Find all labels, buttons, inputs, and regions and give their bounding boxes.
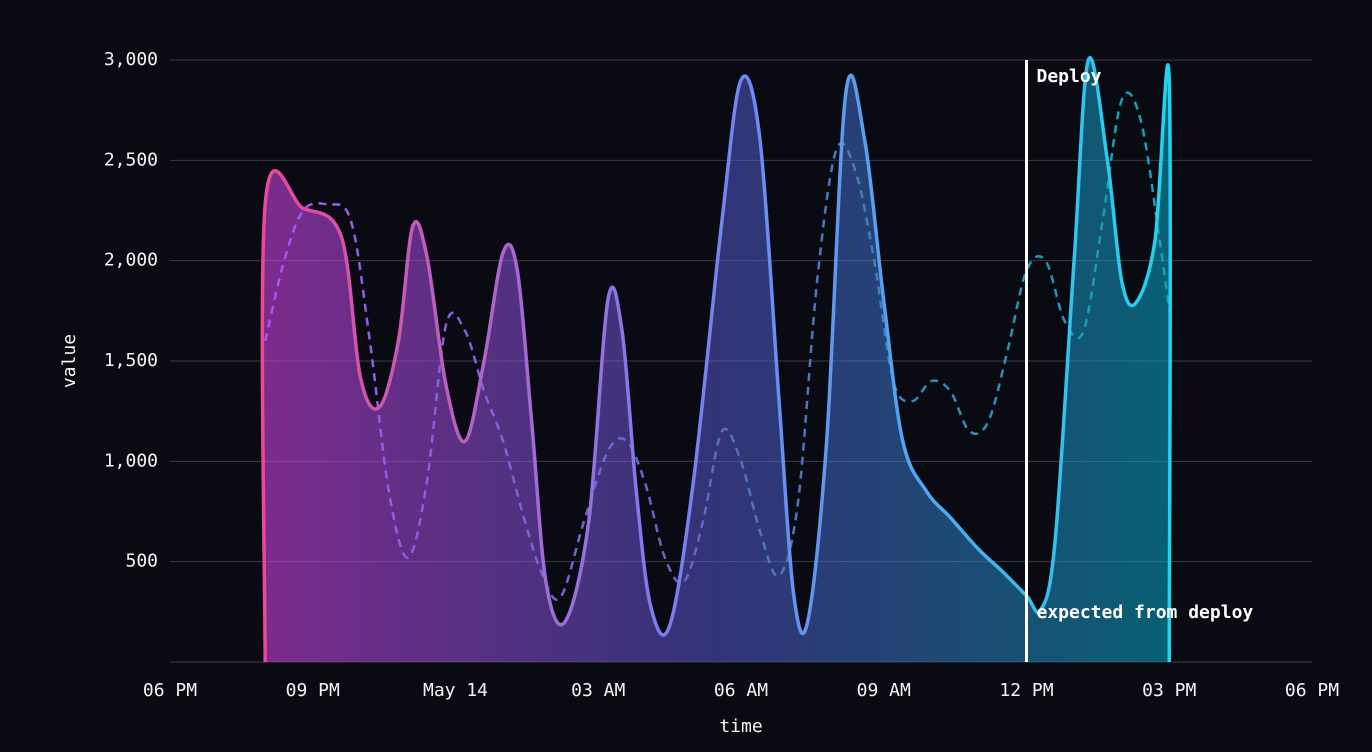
y-tick-label: 1,000	[104, 450, 158, 471]
x-tick-label: 06 PM	[143, 680, 197, 701]
x-tick-label: 03 AM	[571, 680, 625, 701]
x-tick-label: 06 PM	[1285, 680, 1339, 701]
y-tick-label: 2,500	[104, 149, 158, 170]
x-axis-ticks: 06 PM 09 PM May 14 03 AM 06 AM 09 AM 12 PM 03 P…	[143, 680, 1339, 701]
deploy-label-bottom: expected from deploy	[1037, 602, 1254, 623]
x-axis-title: time	[719, 716, 762, 737]
x-tick-label: 09 PM	[286, 680, 340, 701]
x-tick-label: May 14	[423, 680, 488, 701]
deploy-label-top: Deploy	[1037, 66, 1102, 87]
x-tick-label: 03 PM	[1142, 680, 1196, 701]
y-tick-label: 2,000	[104, 250, 158, 271]
x-tick-label: 09 AM	[857, 680, 911, 701]
x-tick-label: 12 PM	[999, 680, 1053, 701]
y-tick-label: 1,500	[104, 350, 158, 371]
x-tick-label: 06 AM	[714, 680, 768, 701]
time-series-chart: 500 1,000 1,500 2,000 2,500 3,000 06 PM 09 PM M…	[0, 0, 1372, 752]
y-tick-label: 3,000	[104, 49, 158, 70]
chart-svg: 500 1,000 1,500 2,000 2,500 3,000 06 PM 09 PM M…	[0, 0, 1372, 752]
y-tick-label: 500	[125, 551, 158, 572]
y-axis-title: value	[59, 334, 80, 388]
